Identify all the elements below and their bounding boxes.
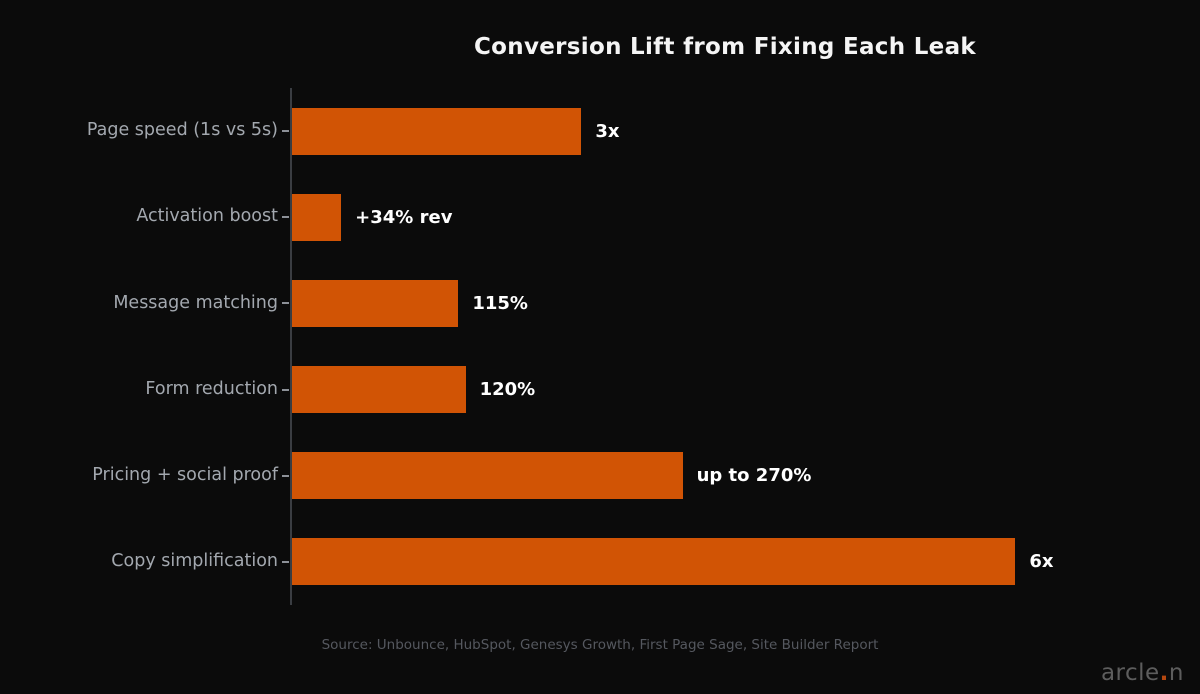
chart-title: Conversion Lift from Fixing Each Leak [474, 34, 976, 60]
category-label: Form reduction [145, 378, 278, 399]
bar-form-reduction [292, 366, 466, 414]
axis-tick-mark [282, 388, 289, 391]
chart-row: Message matching 115% [113, 260, 1160, 346]
axis-tick-mark [282, 474, 289, 477]
axis-tick-mark [282, 130, 289, 133]
brand-text-suffix: n [1168, 660, 1184, 686]
category-label: Page speed (1s vs 5s) [86, 120, 278, 141]
value-label: 6x [1029, 551, 1054, 573]
chart-row: Page speed (1s vs 5s) 3x [87, 88, 1160, 174]
brand-logo: arcle.n [1101, 660, 1184, 686]
bar-rows: Page speed (1s vs 5s) 3x Activation boost +… [87, 88, 1160, 605]
chart-row: Pricing + social proof up to 270% [92, 433, 1160, 519]
plot-area: Page speed (1s vs 5s) 3x Activation boost +… [87, 88, 1160, 605]
category-label: Message matching [113, 292, 278, 313]
value-label: 120% [479, 379, 536, 401]
chart-row: Copy simplification 6x [111, 519, 1160, 605]
axis-tick-mark [282, 302, 289, 305]
chart-row: Activation boost +34% rev [136, 174, 1160, 260]
value-label: +34% rev [355, 206, 453, 228]
chart-row: Form reduction 120% [145, 346, 1160, 432]
value-label: 3x [595, 120, 620, 142]
source-note: Source: Unbounce, HubSpot, Genesys Growt… [321, 637, 879, 653]
category-label: Copy simplification [111, 551, 278, 572]
bar-page-speed-1s-vs-5s [292, 107, 582, 155]
brand-text-prefix: arcle [1100, 660, 1160, 686]
value-label: 115% [472, 292, 528, 314]
category-label: Pricing + social proof [92, 464, 278, 485]
axis-tick-mark [282, 216, 289, 219]
bar-message-matching [292, 279, 459, 327]
bar-copy-simplification [292, 538, 1016, 586]
bar-activation-boost [292, 193, 342, 241]
value-label: up to 270% [696, 465, 812, 487]
brand-dot: . [1159, 660, 1169, 686]
axis-tick-mark [282, 560, 289, 563]
category-label: Activation boost [136, 206, 278, 227]
bar-pricing-social-proof [292, 452, 683, 500]
